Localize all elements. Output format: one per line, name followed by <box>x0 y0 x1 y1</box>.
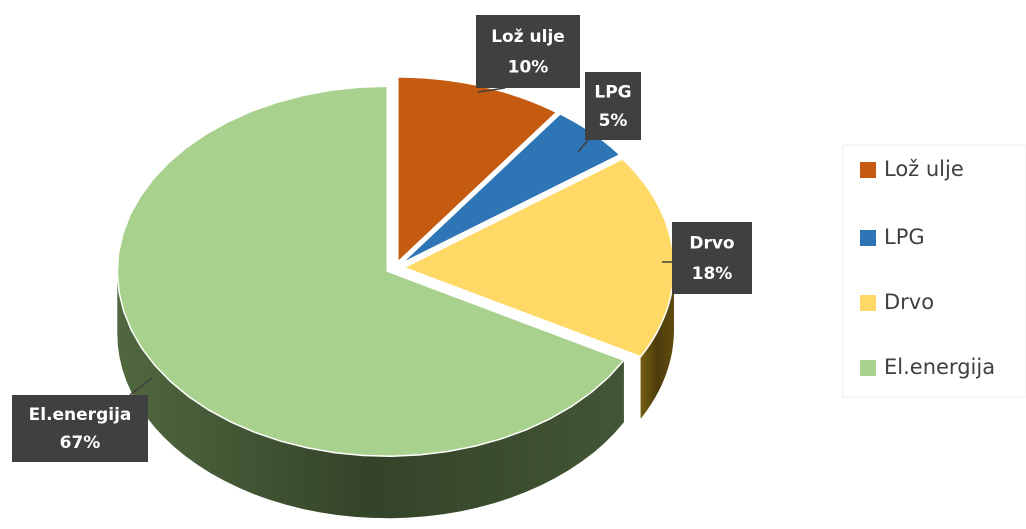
data-label-name: El.energija <box>29 405 132 425</box>
data-label-box <box>672 222 752 294</box>
data-label-name: LPG <box>594 82 631 102</box>
legend-label: LPG <box>884 225 925 249</box>
legend-swatch <box>860 295 876 311</box>
leader-line <box>477 87 506 93</box>
data-label-value: 18% <box>692 264 733 284</box>
data-label-value: 5% <box>599 111 628 131</box>
legend-label: Drvo <box>884 290 934 314</box>
data-label-value: 10% <box>508 58 549 78</box>
data-label-box <box>476 15 580 88</box>
legend-label: El.energija <box>884 355 995 379</box>
slice-side-shade <box>117 271 624 519</box>
legend-box <box>842 144 1026 398</box>
legend-swatch <box>860 360 876 376</box>
slice <box>116 85 626 457</box>
slice-side-shade <box>640 267 674 419</box>
legend-swatch <box>860 162 876 178</box>
data-label-box <box>585 72 641 140</box>
legend-swatch <box>860 230 876 246</box>
data-label-box <box>12 395 148 462</box>
data-label-name: Lož ulje <box>491 27 565 47</box>
leader-line <box>129 377 153 396</box>
data-label-name: Drvo <box>689 234 734 254</box>
leader-line <box>577 139 589 153</box>
legend-label: Lož ulje <box>884 157 964 181</box>
data-label-value: 67% <box>60 433 101 453</box>
